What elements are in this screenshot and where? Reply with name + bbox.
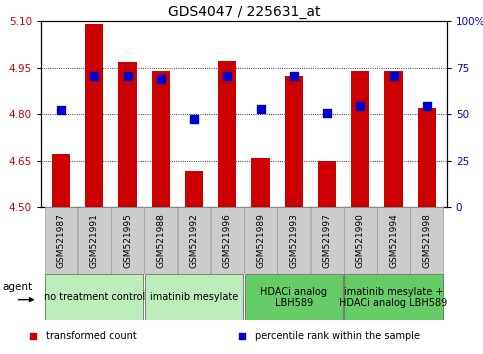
Text: GSM521987: GSM521987 [57, 213, 66, 268]
Bar [178, 207, 211, 274]
Bar [152, 72, 170, 207]
Bar [52, 154, 70, 207]
Bar [118, 62, 137, 207]
Bar [78, 207, 111, 274]
Bar [244, 207, 277, 274]
Bar [418, 108, 436, 207]
Point [224, 74, 231, 79]
Point [356, 103, 364, 109]
Text: HDACi analog
LBH589: HDACi analog LBH589 [260, 286, 327, 308]
Bar [411, 207, 443, 274]
Bar [351, 72, 369, 207]
Text: GSM521990: GSM521990 [356, 213, 365, 268]
Point [423, 103, 431, 109]
Text: GSM521995: GSM521995 [123, 213, 132, 268]
Bar [85, 24, 103, 207]
Bar [284, 76, 303, 207]
Bar [144, 207, 177, 274]
Bar [344, 207, 377, 274]
Point [290, 74, 298, 79]
Text: percentile rank within the sample: percentile rank within the sample [255, 331, 420, 341]
Point [323, 110, 331, 116]
Bar [344, 274, 443, 320]
Point [238, 333, 245, 339]
Point [157, 76, 165, 82]
Bar [145, 274, 243, 320]
Bar [211, 207, 244, 274]
Point [124, 74, 131, 79]
Text: agent: agent [2, 282, 32, 292]
Text: imatinib mesylate: imatinib mesylate [150, 292, 238, 302]
Bar [384, 72, 403, 207]
Point [57, 107, 65, 113]
Text: GSM521991: GSM521991 [90, 213, 99, 268]
Text: GSM521989: GSM521989 [256, 213, 265, 268]
Text: no treatment control: no treatment control [43, 292, 145, 302]
Text: GSM521992: GSM521992 [189, 213, 199, 268]
Text: GSM521993: GSM521993 [289, 213, 298, 268]
Bar [244, 274, 343, 320]
Point [90, 74, 98, 79]
Text: GSM521998: GSM521998 [422, 213, 431, 268]
Bar [311, 207, 343, 274]
Point [256, 106, 264, 112]
Text: transformed count: transformed count [46, 331, 137, 341]
Text: GSM521996: GSM521996 [223, 213, 232, 268]
Bar [185, 171, 203, 207]
Bar [45, 274, 143, 320]
Text: GSM521988: GSM521988 [156, 213, 165, 268]
Bar [218, 61, 237, 207]
Text: GSM521997: GSM521997 [323, 213, 331, 268]
Point [29, 333, 37, 339]
Bar [277, 207, 310, 274]
Point [390, 74, 398, 79]
Title: GDS4047 / 225631_at: GDS4047 / 225631_at [168, 5, 320, 19]
Text: imatinib mesylate +
HDACi analog LBH589: imatinib mesylate + HDACi analog LBH589 [340, 286, 448, 308]
Bar [111, 207, 144, 274]
Text: GSM521994: GSM521994 [389, 213, 398, 268]
Bar [251, 158, 270, 207]
Bar [377, 207, 410, 274]
Bar [318, 161, 336, 207]
Point [190, 116, 198, 121]
Bar [44, 207, 77, 274]
